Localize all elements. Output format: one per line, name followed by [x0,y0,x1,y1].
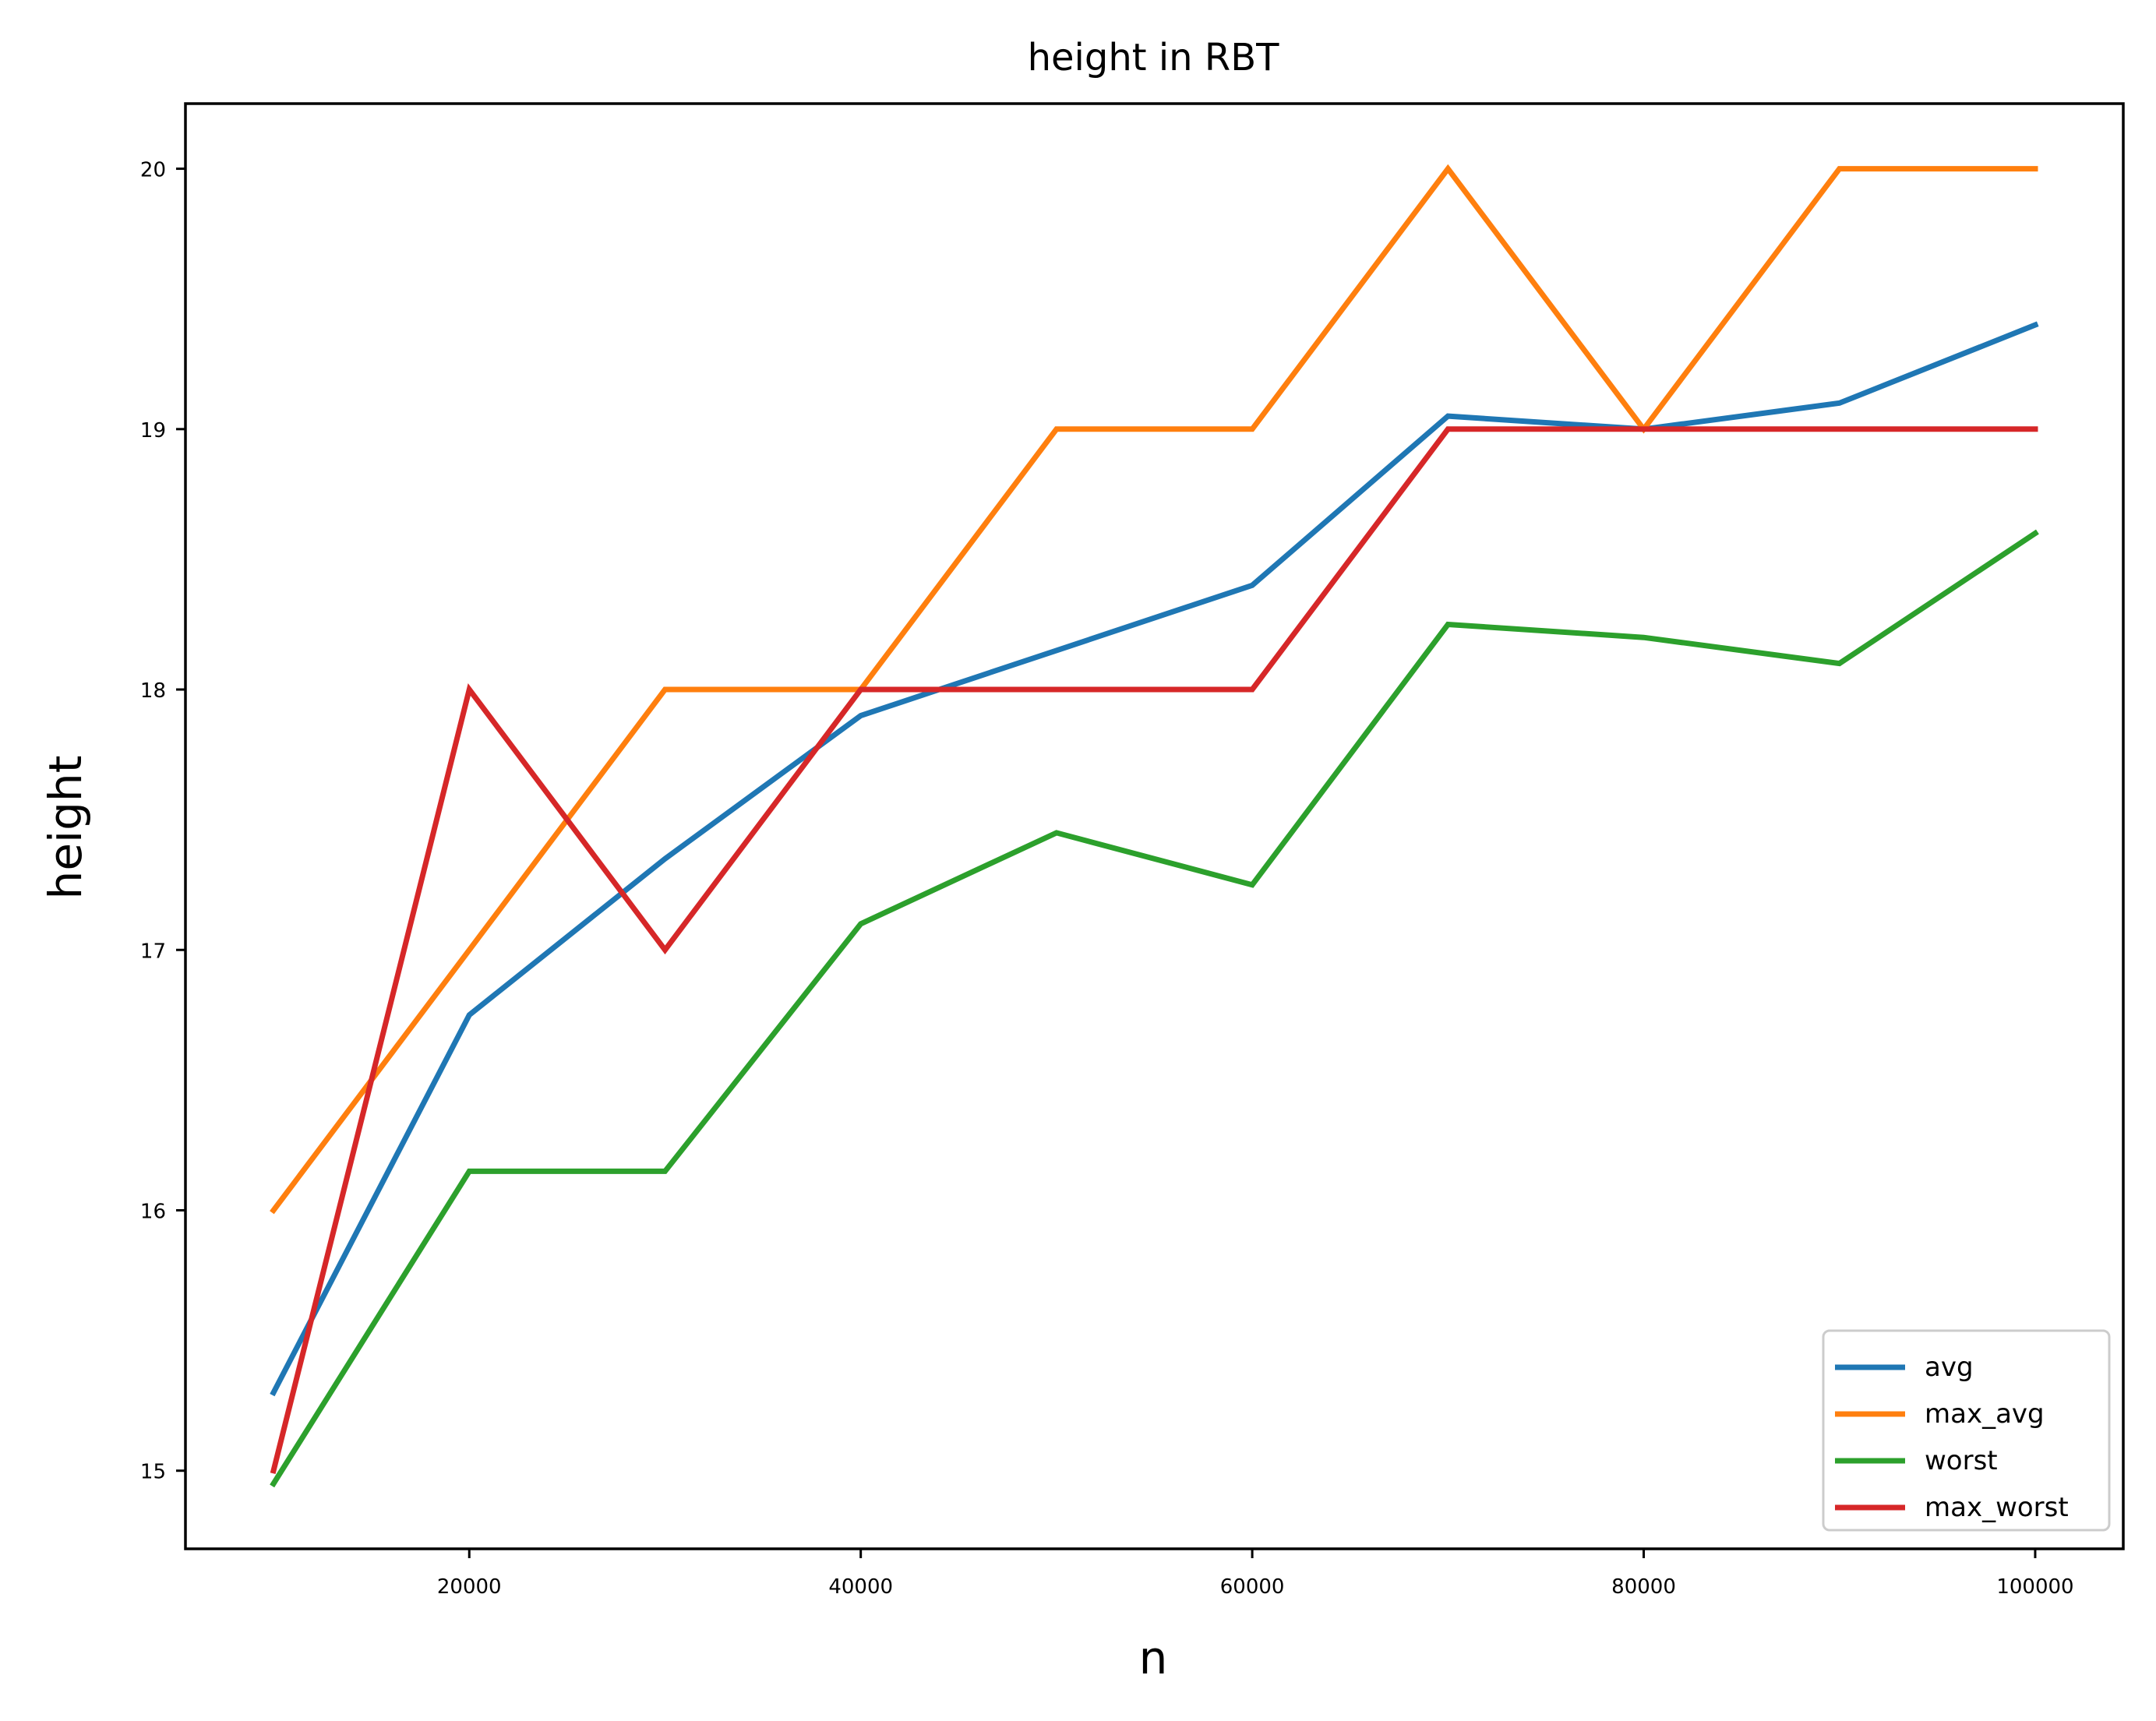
series-line-avg [270,321,2039,1397]
x-tick-label: 60000 [1220,1575,1285,1599]
y-axis-ticks: 15 16 17 18 19 20 [140,159,185,1484]
legend-label-worst: worst [1925,1445,1998,1476]
y-axis-label: height [39,756,92,900]
y-tick-label: 17 [140,940,166,963]
y-tick-label: 19 [140,419,166,443]
legend-label-max-avg: max_avg [1925,1398,2045,1430]
y-tick-label: 18 [140,679,166,703]
y-tick-label: 15 [140,1461,166,1484]
legend-label-avg: avg [1925,1352,1974,1383]
chart-title: height in RBT [1028,36,1280,79]
series-layer [270,164,2039,1488]
x-tick-label: 40000 [828,1575,893,1599]
x-axis-label: n [1139,1631,1168,1684]
legend-box [1822,1329,2111,1532]
y-tick-label: 20 [140,159,166,182]
legend-label-max-worst: max_worst [1925,1492,2069,1523]
x-tick-label: 20000 [437,1575,502,1599]
x-tick-label: 80000 [1611,1575,1676,1599]
series-line-max-worst [270,426,2038,1474]
x-tick-label: 100000 [1996,1575,2073,1599]
y-tick-label: 16 [140,1200,166,1223]
plot-frame [184,102,2125,1550]
x-axis-ticks: 20000 40000 60000 80000 100000 [437,1549,2074,1599]
series-line-worst [270,529,2039,1488]
